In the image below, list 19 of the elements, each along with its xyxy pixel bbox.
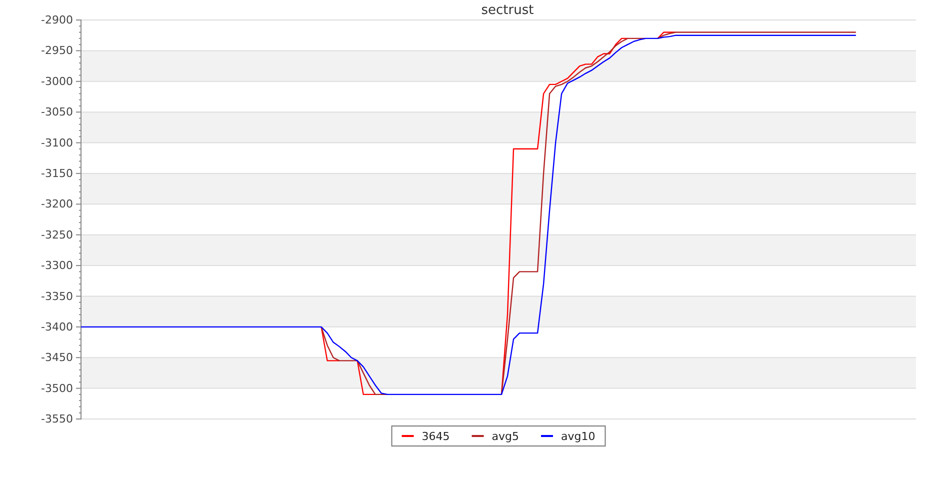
y-tick-label: -3450 (41, 351, 73, 364)
y-tick-label: -3500 (41, 382, 73, 395)
chart-title: sectrust (481, 3, 534, 18)
y-tick-label: -3400 (41, 320, 73, 334)
legend-label: avg10 (561, 430, 596, 443)
legend-label: 3645 (422, 430, 450, 443)
y-tick-label: -3300 (41, 259, 73, 272)
y-tick-label: -3350 (41, 290, 73, 303)
legend-label: avg5 (492, 430, 519, 443)
y-tick-label: -3150 (41, 166, 73, 180)
y-tick-label: -3250 (41, 228, 73, 242)
y-tick-label: -3550 (41, 412, 73, 426)
line-series (80, 34, 857, 396)
y-tick-label: -2950 (41, 44, 73, 58)
y-tick-label: -2900 (41, 14, 73, 27)
y-tick-label: -3050 (41, 106, 73, 119)
y-tick-label: -3000 (41, 74, 73, 88)
y-tick-label: -3200 (41, 198, 73, 211)
y-tick-label: -3100 (41, 136, 73, 150)
